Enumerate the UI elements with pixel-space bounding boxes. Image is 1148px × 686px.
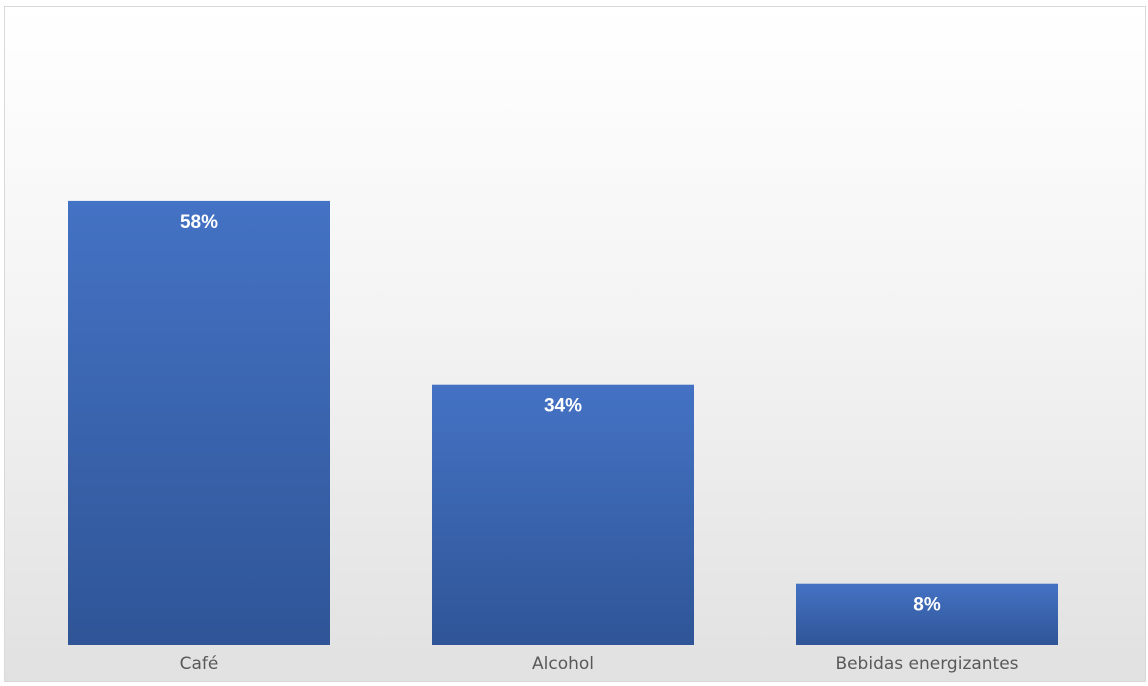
chart-area: 58% 34% 8% Café Alcohol Bebidas energizantes xyxy=(4,6,1146,682)
data-label-1: 34% xyxy=(544,396,582,417)
bar-1 xyxy=(432,384,694,645)
data-labels-layer: 58% 34% 8% xyxy=(180,212,941,616)
category-axis: Café Alcohol Bebidas energizantes xyxy=(180,654,1019,674)
data-label-2: 8% xyxy=(913,595,941,616)
bar-2 xyxy=(796,583,1058,645)
category-label-1: Alcohol xyxy=(532,654,594,674)
category-label-2: Bebidas energizantes xyxy=(835,654,1018,674)
category-label-0: Café xyxy=(180,654,219,674)
data-label-0: 58% xyxy=(180,212,218,233)
bars-layer xyxy=(68,200,1058,645)
bar-chart: 58% 34% 8% Café Alcohol Bebidas energizantes xyxy=(68,200,1058,674)
bar-0 xyxy=(68,200,330,645)
